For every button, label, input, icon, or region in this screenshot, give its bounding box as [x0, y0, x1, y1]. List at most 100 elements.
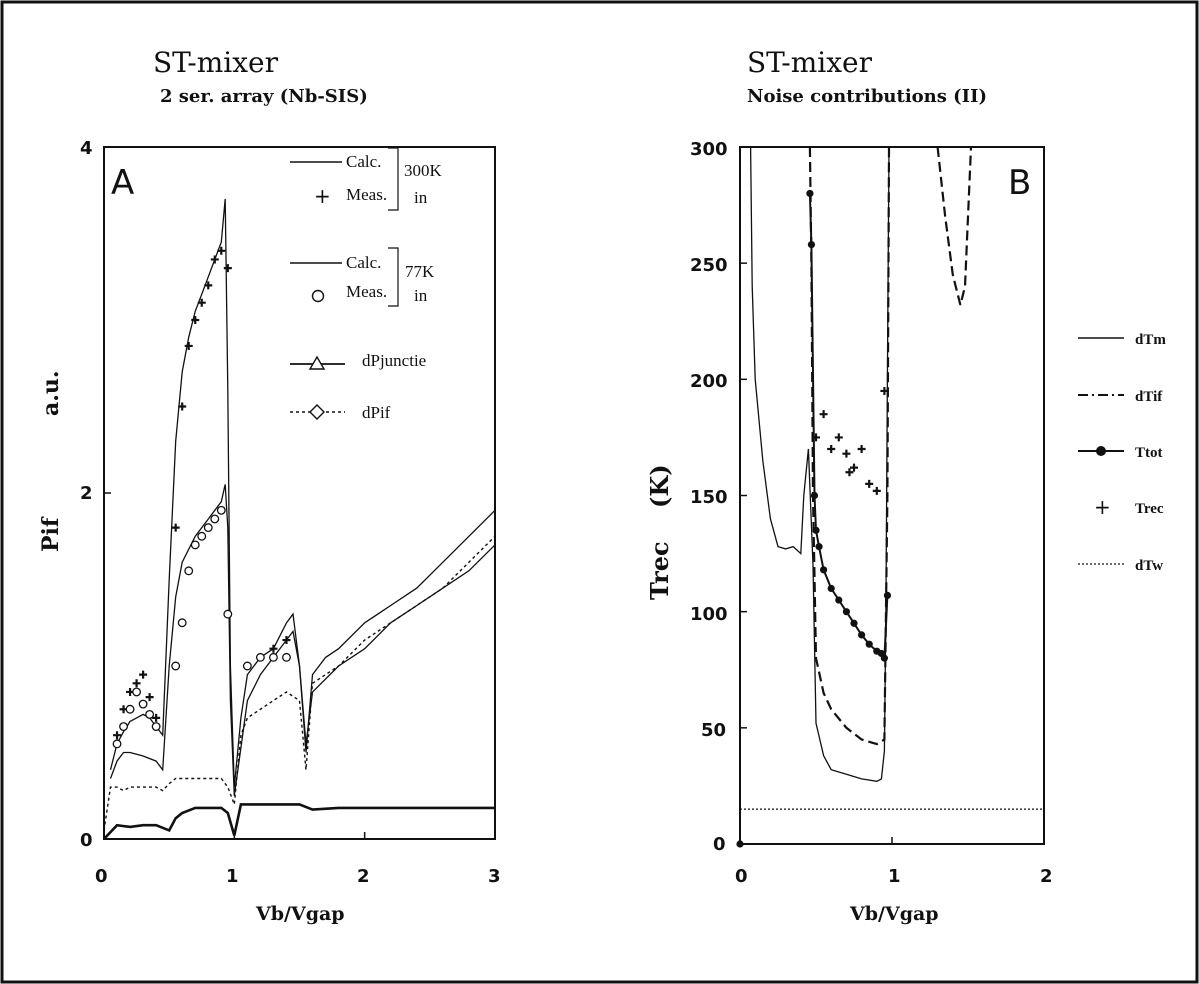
panel-a-plus-point — [139, 670, 148, 679]
panel-a-circle-point — [210, 514, 220, 524]
panel-b-ttot-point — [815, 543, 823, 551]
legend-a-calc300-label: Calc. — [346, 152, 381, 171]
panel-b-ttot-point — [883, 591, 892, 600]
legend-a-dpjunctie-label: dPjunctie — [362, 351, 426, 370]
panel-b-series-dtif — [808, 146, 891, 746]
panel-b-ytick-0: 0 — [713, 834, 726, 855]
panel-b-xtick-2: 2 — [1040, 866, 1053, 887]
panel-b-ttot-point — [806, 189, 814, 198]
panel-a-plus-point — [132, 679, 141, 688]
panel-b-subtitle: Noise contributions (II) — [747, 86, 987, 107]
panel-b-trec-point — [865, 479, 874, 488]
panel-a-ylabel-unit: a.u. — [38, 370, 64, 416]
panel-a-subtitle: 2 ser. array (Nb-SIS) — [160, 86, 368, 107]
panel-a-circle-point — [119, 722, 128, 731]
panel-a-circle-point — [255, 652, 265, 662]
panel-b-ttot-point — [820, 566, 828, 574]
panel-b-ttot-point — [807, 240, 816, 249]
legend-a-circle-marker — [311, 289, 325, 303]
panel-b-ytick-100: 100 — [690, 604, 728, 625]
panel-a-plus-point — [191, 316, 200, 324]
legend-a-bracket-300 — [388, 147, 399, 211]
panel-a-plus-point — [171, 523, 180, 532]
panel-b-xtick-1: 1 — [888, 866, 901, 887]
legend-a-diamond-marker — [309, 404, 325, 420]
panel-b-ttot-point — [858, 631, 866, 639]
panel-b-series-dtm — [749, 146, 890, 782]
panel-a-circle-point — [145, 709, 155, 719]
panel-a-plus-point — [204, 281, 213, 290]
panel-a-circle-point — [242, 661, 252, 671]
legend-b-dtm-label: dTm — [1135, 332, 1166, 348]
panel-a-title: ST-mixer — [153, 46, 279, 79]
panel-b-ytick-50: 50 — [701, 720, 726, 741]
panel-b-ttot-point — [842, 608, 851, 616]
panel-b-ylabel-unit: (K) — [645, 464, 674, 508]
panel-a-plus-point — [269, 644, 278, 653]
panel-a-plus-point — [178, 402, 187, 411]
panel-a-series-line-dPif — [103, 535, 496, 831]
panel-a-ylabel: Pif — [38, 516, 64, 552]
panel-a-circle-point — [197, 531, 207, 541]
panel-a-xtick-2: 2 — [357, 866, 370, 887]
panel-b-ttot-point — [827, 584, 835, 593]
panel-b-series-dtif — [936, 146, 973, 306]
legend-b-dtw-label: dTw — [1135, 558, 1163, 574]
panel-b-trec-point — [827, 445, 836, 454]
legend-b-dtif-label: dTif — [1135, 389, 1163, 405]
panel-a-circle-point — [171, 661, 181, 671]
panel-a-circle-point — [132, 687, 142, 697]
panel-b-trec-point — [857, 445, 866, 454]
panel-b-ylabel-group: Trec (K) — [645, 464, 674, 600]
panel-b-ttot-point — [850, 619, 858, 627]
legend-b-trec-label: Trec — [1135, 501, 1164, 517]
legend-a-77k-temp: 77K — [405, 262, 435, 281]
panel-b-plot-frame — [739, 146, 1045, 845]
legend-a-plus-marker: + — [314, 184, 331, 208]
panel-a-circle-point — [216, 505, 226, 515]
panel-a-plus-point — [184, 341, 193, 350]
legend-a-bracket-77 — [388, 247, 399, 307]
legend-a-meas300-label: Meas. — [346, 185, 387, 204]
panel-a-plus-point — [217, 246, 226, 255]
panel-b-title: ST-mixer — [747, 46, 873, 79]
panel-a-circle-point — [125, 704, 135, 714]
panel-a-plus-point — [113, 731, 122, 740]
panel-a-plus-point — [152, 713, 161, 722]
panel-b-ttot-point — [835, 596, 843, 604]
panel-a-series-line-calc-300K — [109, 198, 496, 788]
legend-b-trec-marker: + — [1094, 495, 1111, 519]
panel-a-ytick-0: 0 — [80, 830, 93, 851]
panel-b: ST-mixer Noise contributions (II) B 300 … — [645, 46, 1166, 925]
panel-b-ttot-point — [810, 491, 819, 500]
panel-b-xlabel: Vb/Vgap — [849, 903, 939, 925]
panel-b-ttot-point — [880, 654, 889, 662]
panel-a-xlabel: Vb/Vgap — [255, 903, 345, 925]
panel-b-ttot-point — [865, 640, 873, 648]
panel-b-ytick-150: 150 — [690, 487, 728, 508]
panel-b-ytick-300: 300 — [690, 139, 728, 160]
panel-b-trec-point — [819, 410, 828, 419]
panel-a-circle-point — [203, 523, 213, 533]
panel-b-label: B — [1008, 163, 1031, 203]
legend-a-77k-in: in — [414, 286, 428, 305]
panel-a-plus-point — [145, 693, 154, 702]
legend-a-meas77-label: Meas. — [346, 282, 387, 301]
panel-b-series — [736, 146, 1045, 848]
panel-a-circle-point — [151, 722, 161, 731]
legend-b-ttot-marker — [1096, 446, 1106, 456]
panel-a-label: A — [111, 163, 134, 203]
panel-a-circle-point — [223, 609, 233, 619]
panel-a-circle-point — [177, 618, 187, 628]
panel-b-trec-point — [812, 433, 820, 442]
panel-b-ylabel: Trec — [645, 541, 674, 600]
panel-a-series-line-calc-77K — [109, 484, 496, 796]
panel-a-circle-point — [184, 566, 194, 576]
panel-b-series-ttot — [808, 193, 889, 662]
panel-a-xtick-0: 0 — [95, 866, 108, 887]
panel-b-trec-point — [834, 433, 843, 442]
panel-b-trec-point — [880, 386, 889, 395]
